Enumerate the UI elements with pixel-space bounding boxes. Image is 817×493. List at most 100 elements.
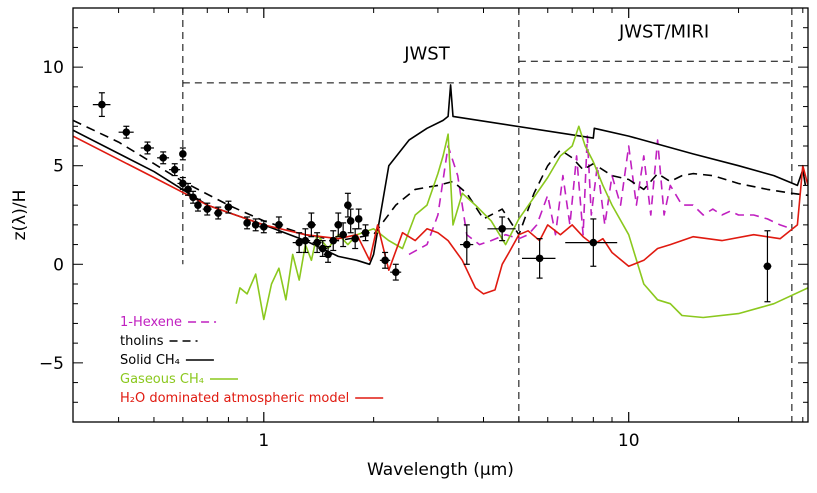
- legend-item: Solid CH₄: [120, 353, 214, 368]
- point-marker: [535, 254, 544, 263]
- data-point: [274, 216, 284, 234]
- data-point: [157, 151, 170, 165]
- data-point: [354, 208, 363, 230]
- point-marker: [179, 150, 187, 158]
- data-point: [323, 245, 333, 263]
- point-marker: [763, 262, 772, 271]
- point-marker: [462, 240, 471, 249]
- y-tick-label: −5: [39, 354, 64, 374]
- data-point: [521, 238, 556, 279]
- data-point: [344, 192, 352, 218]
- y-tick-label: 0: [53, 255, 64, 275]
- jwst-region-lines: [182, 8, 793, 422]
- data-point: [763, 230, 772, 303]
- point-marker: [313, 238, 321, 247]
- data-point: [318, 240, 327, 257]
- legend-label: H₂O dominated atmospheric model: [120, 391, 349, 406]
- data-point: [460, 224, 474, 265]
- legend-label: Gaseous CH₄: [120, 372, 204, 387]
- data-point: [179, 147, 187, 161]
- y-tick-label: 10: [42, 58, 64, 78]
- legend-label: Solid CH₄: [120, 353, 180, 368]
- legend: 1-Hexene tholins Solid CH₄ Gaseous CH₄ H₂O d…: [120, 315, 384, 406]
- point-marker: [224, 203, 233, 211]
- data-point: [346, 208, 355, 234]
- point-marker: [301, 236, 310, 245]
- point-marker: [214, 209, 223, 217]
- data-point: [390, 263, 402, 281]
- x-axis-ticks: 1 10: [72, 8, 804, 451]
- point-marker: [184, 185, 192, 194]
- jwst-miri-annotation: JWST/MIRI: [618, 22, 709, 43]
- x-axis-title: Wavelength (μm): [367, 460, 514, 480]
- point-marker: [351, 234, 359, 243]
- point-marker: [324, 250, 332, 259]
- point-marker: [354, 215, 363, 223]
- point-marker: [339, 230, 347, 239]
- point-marker: [259, 223, 268, 231]
- data-point: [487, 216, 516, 242]
- data-point: [224, 200, 233, 214]
- data-point: [329, 230, 338, 252]
- x-tick-label: 10: [618, 431, 640, 451]
- point-marker: [203, 205, 212, 213]
- point-marker: [498, 225, 506, 233]
- plot-frame: [72, 7, 809, 423]
- point-marker: [189, 193, 197, 202]
- data-point: [184, 182, 192, 196]
- data-point: [300, 228, 311, 254]
- point-marker: [243, 219, 251, 227]
- x-tick-label: 1: [258, 431, 269, 451]
- point-marker: [329, 236, 338, 245]
- point-marker: [391, 268, 400, 276]
- series-line-tholins: [73, 119, 808, 242]
- data-point: [243, 216, 251, 230]
- point-marker: [307, 221, 316, 229]
- legend-label: 1-Hexene: [120, 315, 182, 330]
- legend-item: tholins: [120, 334, 198, 349]
- point-marker: [589, 238, 598, 247]
- data-point: [312, 232, 322, 254]
- data-point: [258, 220, 269, 234]
- y-tick-label: 5: [53, 157, 64, 177]
- point-marker: [159, 154, 167, 162]
- y-axis-title: z(λ)/H: [10, 190, 30, 241]
- data-point: [361, 224, 370, 242]
- point-marker: [334, 221, 343, 229]
- point-marker: [361, 228, 370, 237]
- legend-item: 1-Hexene: [120, 315, 217, 330]
- data-point: [92, 92, 111, 118]
- point-marker: [179, 179, 187, 188]
- data-point: [379, 251, 391, 269]
- point-marker: [122, 128, 131, 136]
- point-marker: [344, 201, 352, 209]
- point-marker: [318, 244, 327, 253]
- point-marker: [251, 221, 260, 229]
- data-point: [194, 198, 202, 212]
- data-point: [251, 218, 260, 232]
- jwst-annotation: JWST: [403, 43, 451, 64]
- data-point: [306, 212, 316, 238]
- data-point: [118, 125, 134, 139]
- data-point: [189, 190, 197, 204]
- observation-points: [92, 92, 772, 303]
- point-marker: [346, 217, 355, 225]
- series-line-gaseous-ch: [235, 125, 808, 321]
- series-line-1-hexene: [408, 135, 793, 256]
- data-point: [351, 228, 359, 250]
- point-marker: [170, 165, 179, 174]
- point-marker: [381, 256, 389, 265]
- data-point: [140, 141, 154, 155]
- point-marker: [194, 201, 202, 209]
- series-group: [73, 84, 808, 321]
- point-marker: [275, 221, 283, 229]
- legend-label: tholins: [120, 334, 164, 349]
- legend-item: Gaseous CH₄: [120, 372, 238, 387]
- point-marker: [98, 100, 106, 109]
- series-line-h-o-dominated-atmospheric-model: [73, 135, 808, 295]
- data-point: [565, 218, 618, 267]
- data-point: [169, 163, 181, 177]
- data-point: [213, 206, 223, 220]
- point-marker: [143, 144, 152, 152]
